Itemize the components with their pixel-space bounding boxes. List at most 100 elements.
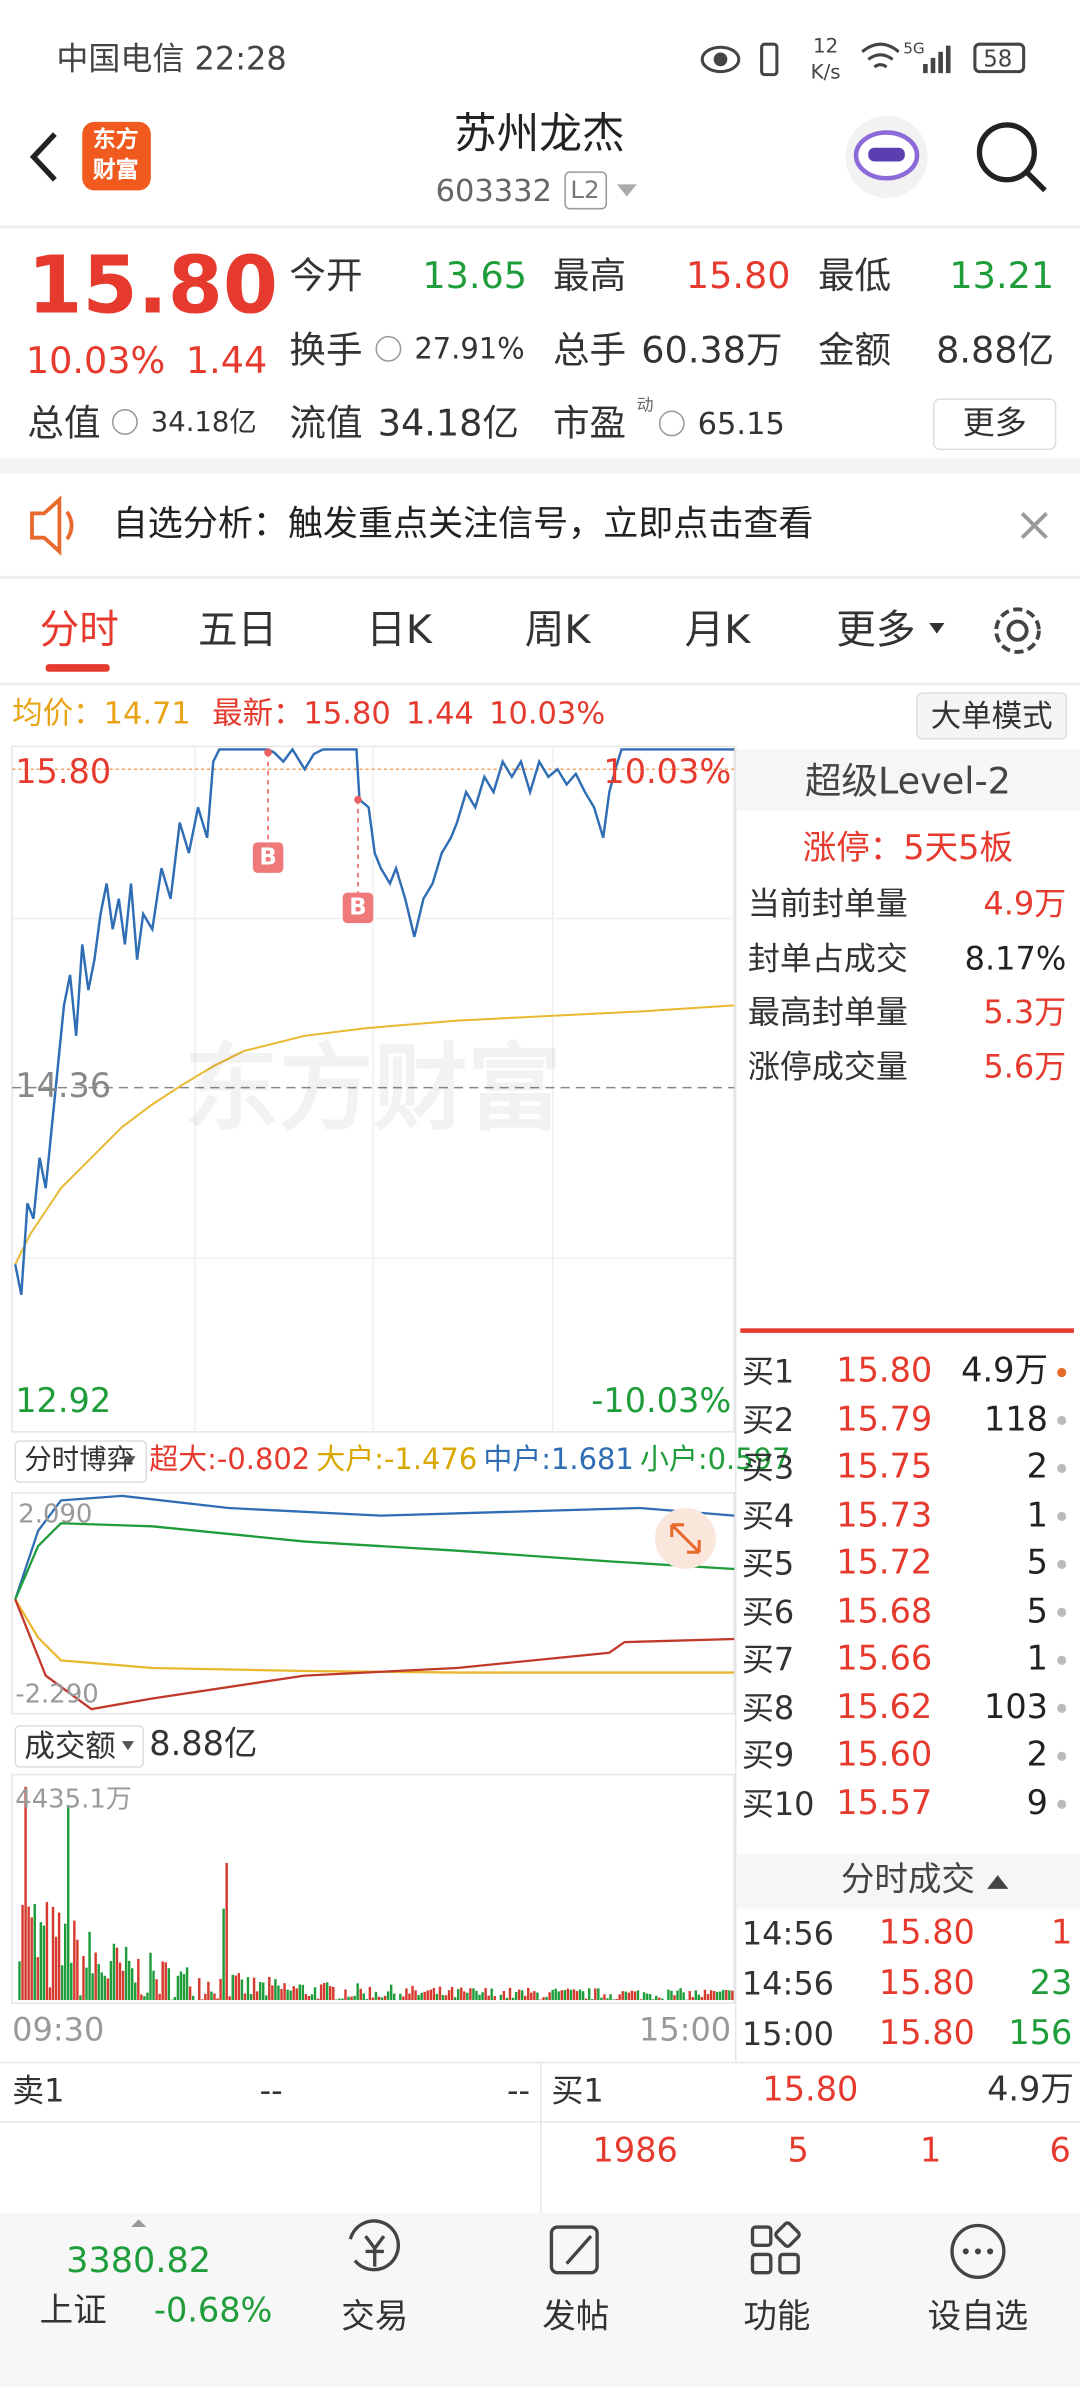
selector-frame[interactable] (14, 1725, 144, 1768)
volume-bar (380, 1997, 384, 2001)
volume-bar (490, 1988, 493, 2001)
info-icon[interactable] (111, 408, 138, 435)
nav-item[interactable]: 交易 (341, 2298, 409, 2337)
field-superscript: 动 (636, 395, 654, 416)
order-dot (1057, 1415, 1067, 1426)
change-percent: 10.03% (25, 339, 166, 383)
volume-bar (639, 1999, 643, 2001)
volume-bar (399, 1993, 402, 2001)
sort-arrow[interactable] (987, 1875, 1009, 1889)
close-button[interactable] (1020, 511, 1048, 540)
bid-quantity: 1 (1026, 1640, 1049, 1679)
volume-bar (383, 1995, 387, 2001)
nav-item[interactable]: 发帖 (542, 2298, 610, 2337)
volume-bar (502, 1991, 506, 2001)
axis-label: 15.80 (15, 754, 112, 793)
volume-bar (722, 1989, 725, 2001)
tab[interactable]: 周K (524, 607, 591, 654)
buy-marker[interactable] (342, 892, 374, 924)
tab[interactable]: 日K (366, 607, 432, 654)
volume-bar (338, 1998, 341, 2001)
order-dot (1057, 1463, 1067, 1474)
field-value: 34.18亿 (377, 402, 520, 445)
last-price: 15.80 (27, 240, 278, 333)
volume-bar (176, 1975, 180, 2001)
volume-bar (597, 1988, 600, 2001)
volume-bar (347, 1996, 350, 2001)
mode-button-frame[interactable] (916, 692, 1068, 740)
volume-bar (606, 1998, 609, 2001)
volume-bar (161, 1961, 164, 2001)
volume-bar (566, 1988, 570, 2001)
more-button[interactable]: 更多 (962, 404, 1027, 441)
volume-bar (51, 1906, 55, 2001)
index-value[interactable]: 3380.82 (66, 2241, 212, 2282)
price-line (14, 747, 735, 1296)
volume-bar (88, 1931, 91, 2001)
volume-bar (441, 1995, 445, 2001)
volume-bar (612, 1999, 615, 2001)
logo-text: 财富 (92, 156, 139, 184)
volume-bar (505, 1997, 509, 2001)
nav-item[interactable]: 设自选 (927, 2298, 1029, 2337)
volume-bar (444, 1995, 448, 2001)
info-icon[interactable] (375, 335, 402, 362)
logo-text: 东方 (92, 125, 139, 154)
bid-level: 买1 (551, 2072, 604, 2109)
info-icon[interactable] (658, 410, 685, 437)
volume-bar (673, 1995, 676, 2001)
tab[interactable]: 分时 (39, 607, 119, 654)
net-speed-unit: K/s (810, 61, 841, 85)
app-logo (82, 121, 151, 191)
selector-frame[interactable] (14, 1440, 147, 1483)
dropdown-arrow (929, 623, 945, 634)
volume-bar (85, 1967, 88, 2001)
search-button[interactable] (976, 122, 1047, 193)
bid-quantity: 4.9万 (987, 2071, 1074, 2110)
volume-bar (131, 1968, 134, 2001)
expand-arrow[interactable] (131, 2219, 147, 2228)
chart-selector[interactable]: 成交额 (24, 1727, 116, 1764)
volume-bar (435, 1993, 439, 2001)
volume-bar (487, 1995, 490, 2001)
field-value: 27.91% (414, 332, 525, 367)
volume-bar (377, 1996, 381, 2001)
tab[interactable]: 更多 (836, 607, 916, 654)
volume-bar (121, 1970, 125, 2001)
order-dot (1057, 1703, 1067, 1713)
field-value: 13.65 (422, 254, 528, 298)
volume-bar (609, 1994, 612, 2001)
mode-button[interactable]: 大单模式 (930, 697, 1053, 735)
volume-bar (709, 1990, 713, 2001)
volume-bar (405, 1988, 408, 2001)
tab[interactable]: 月K (684, 607, 751, 654)
volume-bar (548, 1992, 551, 2001)
more-button-frame[interactable] (933, 398, 1057, 451)
buy-marker[interactable] (252, 842, 284, 873)
volume-bar (316, 1998, 320, 2001)
volume-bar (731, 1990, 734, 2001)
field-value: 13.21 (949, 254, 1055, 298)
volume-bar (173, 1996, 177, 2001)
volume-bar (134, 1982, 137, 2001)
nav-item[interactable]: 功能 (743, 2298, 811, 2337)
volume-bar (466, 1992, 469, 2001)
status-icons (700, 42, 1026, 77)
icon-part (30, 495, 62, 556)
volume-bar (520, 1990, 524, 2001)
trade-price: 15.80 (878, 1965, 975, 2004)
axis-label: 2.090 (18, 1499, 93, 1531)
banner-text[interactable]: 自选分析：触发重点关注信号，立即点击查看 (112, 504, 814, 545)
chart-selector[interactable]: 分时博弈 (24, 1444, 135, 1477)
bid-level: 买1 (741, 1353, 795, 1390)
info-text: 14.71 (103, 694, 191, 732)
field-label: 市盈 (552, 402, 627, 445)
bid-price: 15.75 (836, 1448, 933, 1487)
volume-bar (615, 1998, 618, 2001)
volume-bar (524, 1995, 527, 2001)
back-button[interactable] (29, 132, 57, 182)
tab[interactable]: 五日 (198, 607, 278, 654)
field-value: 65.15 (697, 405, 785, 442)
settings-button[interactable] (994, 607, 1041, 654)
icon-part (65, 510, 74, 541)
